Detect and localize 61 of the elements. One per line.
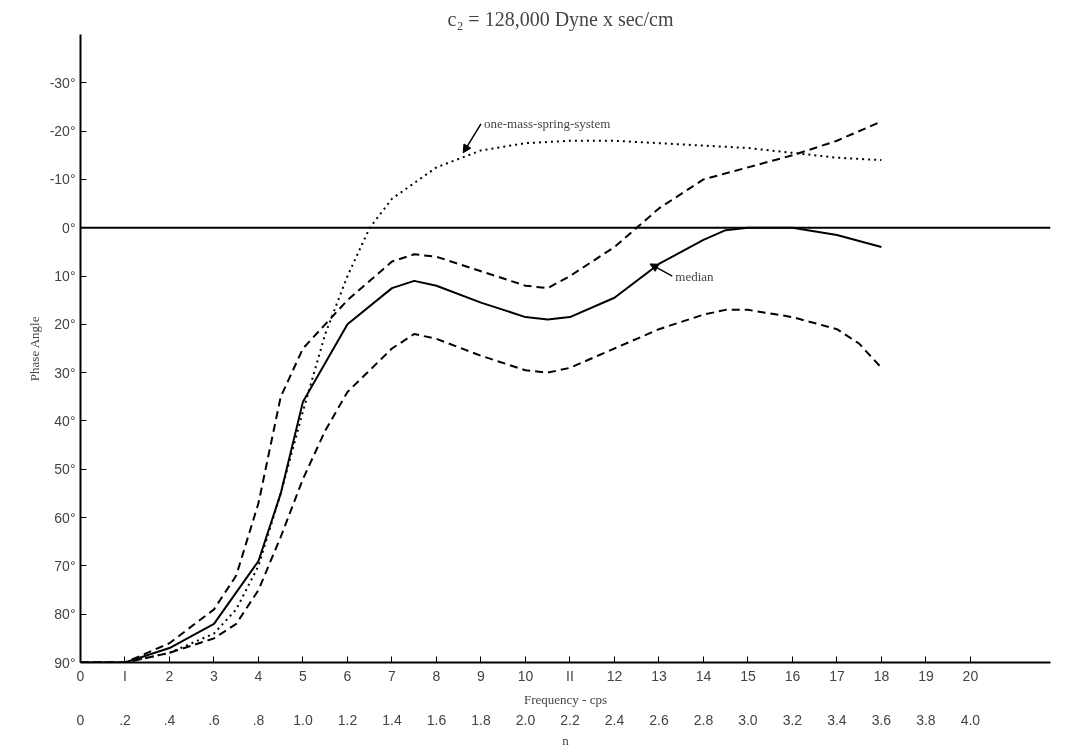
y-tick-label: 40° (54, 412, 76, 429)
x-tick-label: 2 (165, 667, 174, 684)
x-tick-label: 3 (210, 667, 219, 684)
x2-tick-label: 3.0 (738, 711, 758, 728)
x2-tick-label: 0 (76, 711, 85, 728)
x-tick-label: 9 (477, 667, 486, 684)
x-tick-label: 5 (299, 667, 308, 684)
y-tick-label: 90° (54, 654, 76, 671)
x-tick-label: 0 (76, 667, 85, 684)
x-tick-label: I (123, 667, 127, 684)
x2-tick-label: 3.4 (827, 711, 847, 728)
x2-tick-label: .4 (163, 711, 176, 728)
x-tick-label: 16 (784, 667, 801, 684)
x2-tick-label: 3.8 (916, 711, 936, 728)
x-tick-label: 14 (695, 667, 712, 684)
x2-tick-label: 2.2 (560, 711, 580, 728)
y-tick-label: 20° (54, 316, 76, 333)
y-axis-title: Phase Angle (26, 316, 42, 382)
x2-tick-label: 2.0 (515, 711, 536, 728)
x-tick-label: II (566, 667, 574, 684)
x2-tick-label: 3.6 (871, 711, 892, 728)
x-tick-label: 7 (388, 667, 397, 684)
x2-tick-label: 1.4 (382, 711, 402, 728)
y-tick-label: 70° (54, 557, 76, 574)
x2-axis-title: n (562, 732, 570, 748)
x-tick-label: 10 (517, 667, 534, 684)
x-tick-label: 18 (873, 667, 890, 684)
x2-tick-label: 2.6 (649, 711, 669, 728)
y-tick-label: 80° (54, 606, 76, 623)
y-tick-label: -30° (49, 74, 76, 91)
x-tick-label: 6 (343, 667, 352, 684)
x2-tick-label: 1.2 (337, 711, 358, 728)
annotation: one-mass-spring-system (483, 116, 611, 132)
x-axis-title: Frequency - cps (523, 691, 608, 707)
x-tick-label: 15 (740, 667, 756, 684)
chart-title: c₂ = 128,000 Dyne x sec/cm (447, 7, 674, 31)
x2-tick-label: .6 (208, 711, 221, 728)
y-tick-label: 30° (54, 364, 76, 381)
x2-tick-label: .8 (252, 711, 265, 728)
x-tick-label: 13 (651, 667, 667, 684)
x2-tick-label: 3.2 (782, 711, 803, 728)
y-tick-label: 0° (62, 219, 76, 236)
x2-tick-label: 1.8 (471, 711, 491, 728)
x2-tick-label: 2.4 (604, 711, 625, 728)
y-tick-label: -20° (49, 123, 76, 140)
x-tick-label: 8 (432, 667, 441, 684)
x-tick-label: 20 (962, 667, 979, 684)
x2-tick-label: .2 (119, 711, 132, 728)
annotation: median (675, 268, 715, 284)
x2-tick-label: 4.0 (960, 711, 981, 728)
x-tick-label: 17 (829, 667, 845, 684)
x2-tick-label: 1.6 (426, 711, 447, 728)
y-tick-label: 10° (54, 268, 76, 285)
x2-tick-label: 1.0 (293, 711, 313, 728)
y-tick-label: -10° (49, 171, 76, 188)
y-tick-label: 60° (54, 509, 76, 526)
x2-tick-label: 2.8 (693, 711, 714, 728)
x-tick-label: 12 (606, 667, 623, 684)
x-tick-label: 19 (918, 667, 934, 684)
y-tick-label: 50° (54, 461, 76, 478)
x-tick-label: 4 (254, 667, 263, 684)
